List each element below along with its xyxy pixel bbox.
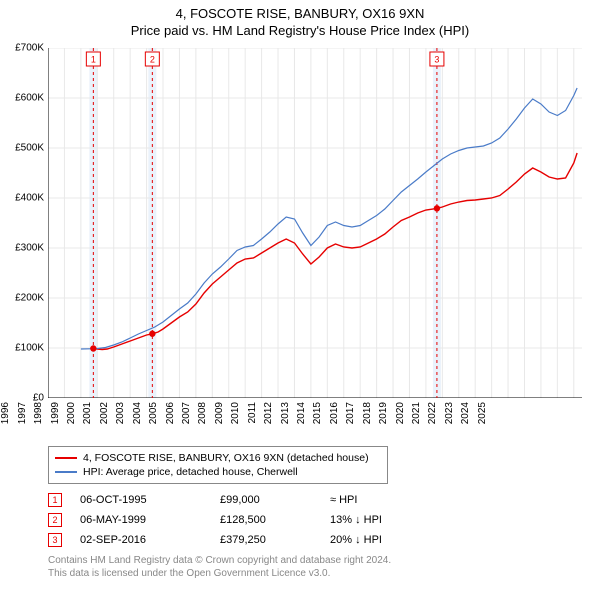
chart-title-line2: Price paid vs. HM Land Registry's House … — [0, 23, 600, 38]
y-tick-label: £700K — [2, 43, 44, 54]
legend-swatch — [55, 471, 77, 473]
marker-table-row: 3 02-SEP-2016£379,25020% ↓ HPI — [48, 530, 582, 550]
y-tick-label: £200K — [2, 293, 44, 304]
marker-date: 02-SEP-2016 — [80, 534, 220, 546]
marker-price: £379,250 — [220, 534, 330, 546]
y-tick-label: £400K — [2, 193, 44, 204]
chart-area: 1 2 3 — [48, 48, 582, 398]
y-tick-label: £500K — [2, 143, 44, 154]
marker-table: 1 06-OCT-1995£99,000≈ HPI 2 06-MAY-1999£128… — [48, 490, 582, 550]
marker-date: 06-OCT-1995 — [80, 494, 220, 506]
legend-row: HPI: Average price, detached house, Cher… — [55, 465, 381, 479]
footer-attribution: Contains HM Land Registry data © Crown c… — [48, 554, 582, 580]
marker-table-row: 1 06-OCT-1995£99,000≈ HPI — [48, 490, 582, 510]
marker-number-box: 1 — [48, 493, 62, 507]
legend-label: 4, FOSCOTE RISE, BANBURY, OX16 9XN (deta… — [83, 452, 369, 464]
svg-text:3: 3 — [434, 55, 439, 65]
marker-hpi: ≈ HPI — [330, 494, 450, 506]
legend-box: 4, FOSCOTE RISE, BANBURY, OX16 9XN (deta… — [48, 446, 388, 484]
y-tick-label: £300K — [2, 243, 44, 254]
marker-price: £99,000 — [220, 494, 330, 506]
marker-number-box: 3 — [48, 533, 62, 547]
legend-label: HPI: Average price, detached house, Cher… — [83, 466, 298, 478]
footer-line2: This data is licensed under the Open Gov… — [48, 567, 582, 580]
svg-text:1: 1 — [91, 55, 96, 65]
marker-table-row: 2 06-MAY-1999£128,50013% ↓ HPI — [48, 510, 582, 530]
y-tick-label: £600K — [2, 93, 44, 104]
svg-text:2: 2 — [150, 55, 155, 65]
legend-swatch — [55, 457, 77, 459]
legend-row: 4, FOSCOTE RISE, BANBURY, OX16 9XN (deta… — [55, 451, 381, 465]
marker-date: 06-MAY-1999 — [80, 514, 220, 526]
chart-title-line1: 4, FOSCOTE RISE, BANBURY, OX16 9XN — [0, 6, 600, 21]
y-tick-label: £100K — [2, 343, 44, 354]
x-tick-label: 2025 — [477, 402, 600, 424]
marker-price: £128,500 — [220, 514, 330, 526]
marker-hpi: 13% ↓ HPI — [330, 514, 450, 526]
footer-line1: Contains HM Land Registry data © Crown c… — [48, 554, 582, 567]
marker-hpi: 20% ↓ HPI — [330, 534, 450, 546]
marker-number-box: 2 — [48, 513, 62, 527]
chart-svg: 1 2 3 — [48, 48, 582, 398]
